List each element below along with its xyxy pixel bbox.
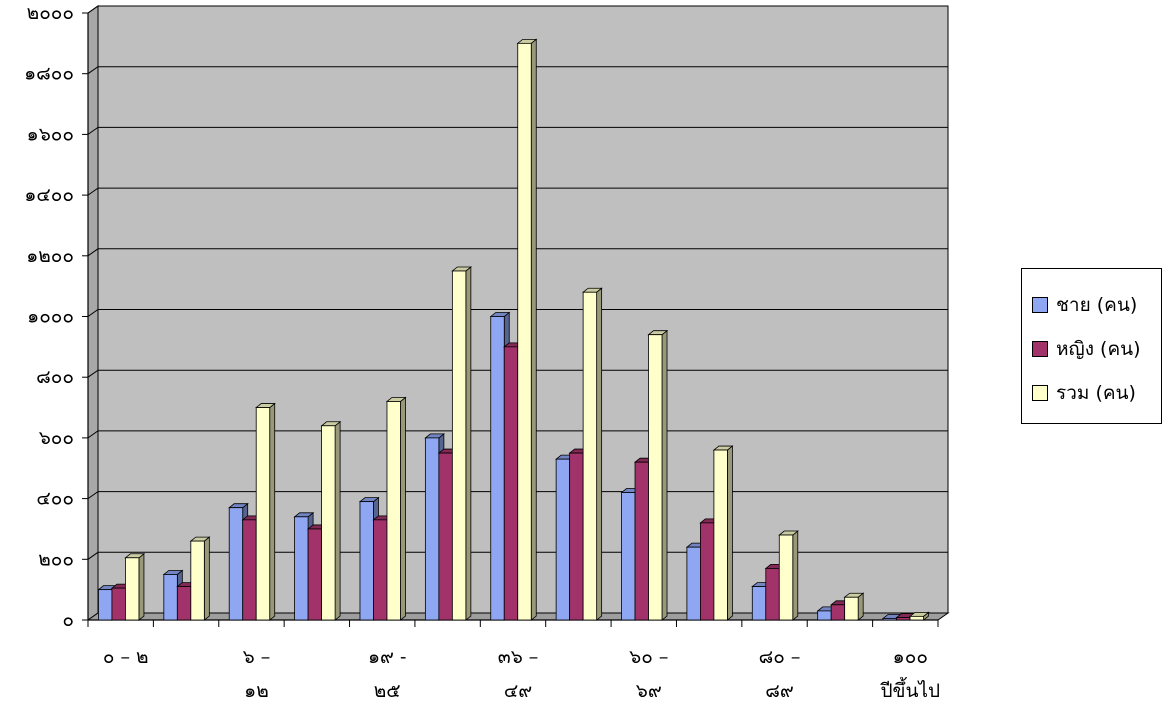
bar (830, 604, 846, 621)
bar (190, 540, 205, 621)
bar (621, 492, 636, 621)
bar-side (530, 38, 537, 621)
bar (98, 589, 113, 621)
bar (896, 617, 911, 621)
gridline (87, 187, 948, 196)
bar-side (400, 396, 406, 621)
bar (490, 316, 505, 621)
x-tick-label: ๖๙ (636, 680, 662, 702)
legend-label-female: หญิง (คน) (1056, 338, 1141, 360)
bar (909, 615, 924, 621)
bar (321, 425, 336, 621)
y-tick-label: ๘๐๐ (36, 366, 74, 388)
bar (373, 519, 388, 621)
x-tick-label: ๑๒ (244, 680, 269, 702)
x-tick-label: ๖๐ – (629, 646, 668, 668)
x-tick-label: ๔๙ (504, 680, 532, 702)
y-tick-label: ๑๔๐๐ (24, 184, 74, 206)
bar (255, 407, 271, 621)
bar (228, 507, 244, 621)
bar (451, 270, 467, 621)
legend-swatch-total (1032, 385, 1048, 401)
legend-label-total: รวม (คน) (1056, 382, 1136, 404)
bar (294, 516, 309, 621)
bar (125, 557, 140, 621)
bar (882, 618, 897, 621)
bar (242, 519, 257, 621)
bar-side (661, 329, 668, 621)
gridline (87, 309, 948, 317)
bar (686, 546, 701, 621)
bar (424, 437, 440, 621)
gridline (87, 248, 948, 257)
x-tick-label: ๓๖ – (498, 646, 539, 668)
bar (817, 610, 832, 621)
legend-swatch-male (1032, 297, 1048, 313)
y-tick-label: ๖๐๐ (39, 427, 74, 449)
legend-item-total: รวม (คน) (1032, 371, 1161, 415)
y-tick-label: ๐ (62, 609, 74, 631)
bar-side (269, 402, 276, 621)
y-tick-label: ๔๐๐ (36, 488, 74, 510)
y-tick-label: ๑๒๐๐ (26, 245, 74, 267)
bar (751, 586, 767, 621)
bar (844, 596, 859, 621)
bar (582, 291, 598, 621)
bar (634, 461, 649, 621)
y-tick-label: ๒๐๐๐ (27, 2, 74, 24)
bar (713, 449, 728, 621)
y-tick-label: ๑๐๐๐ (27, 306, 74, 328)
bar (503, 346, 519, 621)
bar (517, 42, 532, 621)
bar (765, 568, 780, 621)
x-tick-label: ๐ – ๒ (103, 646, 149, 668)
bar (163, 574, 178, 621)
bar-side (203, 536, 210, 621)
bar-side (596, 287, 603, 621)
gridline (87, 5, 948, 14)
bar (555, 458, 571, 621)
bar (111, 587, 126, 621)
bar-side (792, 530, 799, 621)
x-tick-label: ๖ – (243, 646, 271, 668)
legend-swatch-female (1032, 341, 1048, 357)
gridline (87, 66, 948, 75)
x-tick-label: ๘๐ – (759, 646, 801, 668)
bar (359, 501, 374, 621)
bar-side (334, 420, 341, 621)
bar (386, 401, 401, 621)
y-tick-label: ๑๖๐๐ (27, 123, 74, 145)
bar (778, 534, 794, 621)
bar (176, 586, 192, 621)
y-tick-label: ๒๐๐ (38, 548, 74, 570)
x-tick-label: ๘๙ (765, 680, 794, 702)
bar (648, 334, 663, 621)
bar (569, 452, 584, 621)
bar (438, 452, 453, 621)
bar (700, 522, 715, 621)
legend: ชาย (คน) หญิง (คน) รวม (คน) (1021, 268, 1162, 424)
x-tick-label: ๑๐๐ (893, 646, 928, 668)
x-tick-label: ๒๕ (374, 680, 401, 702)
bar-side (465, 266, 472, 621)
x-tick-label: ๑๙ - (368, 646, 406, 668)
bar-side (727, 445, 733, 621)
y-tick-label: ๑๘๐๐ (24, 63, 74, 85)
legend-item-male: ชาย (คน) (1032, 283, 1161, 327)
bar-side (138, 552, 145, 621)
bar (307, 528, 322, 621)
gridline (87, 126, 948, 135)
legend-item-female: หญิง (คน) (1032, 327, 1161, 371)
bar-side (857, 592, 864, 621)
x-tick-label: ปีขึ้นไป (880, 677, 940, 702)
legend-label-male: ชาย (คน) (1056, 294, 1138, 316)
